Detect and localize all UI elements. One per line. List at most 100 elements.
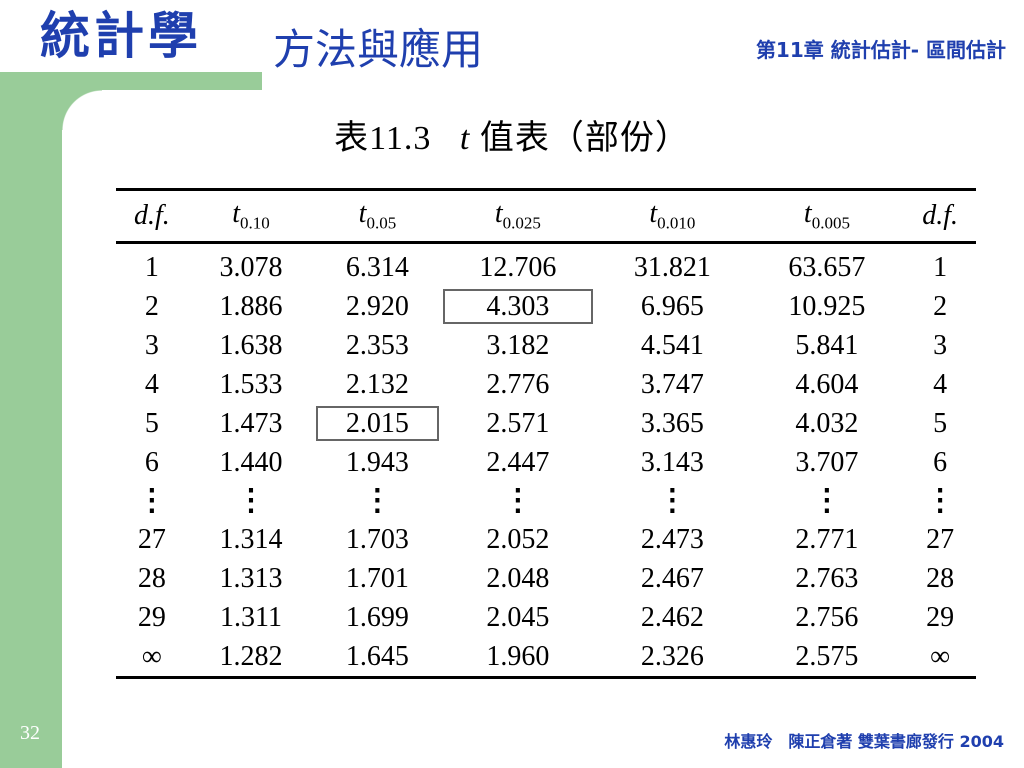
table-cell: 6.314 bbox=[345, 251, 409, 283]
column-header: t0.025 bbox=[494, 198, 541, 233]
table-cell: ⋮ bbox=[362, 484, 393, 517]
table-cell: 2.763 bbox=[795, 562, 859, 594]
table-cell: 1.886 bbox=[219, 290, 283, 322]
table-cell: 1 bbox=[933, 251, 948, 283]
table-cell: 6.965 bbox=[640, 290, 704, 322]
chapter-title: 第11章 統計估計- 區間估計 bbox=[755, 38, 1006, 62]
table-row: 3 1.638 2.353 3.182 4.541 5.841 3 bbox=[116, 326, 976, 365]
table-cell: 6 bbox=[933, 446, 948, 478]
table-cell: 5.841 bbox=[795, 329, 859, 361]
table-cell: 2.052 bbox=[486, 523, 550, 555]
table-cell: ⋮ bbox=[811, 484, 842, 517]
table-cell: 3 bbox=[144, 329, 159, 361]
table-cell: 27 bbox=[137, 523, 166, 555]
table-cell: 1.314 bbox=[219, 523, 283, 555]
table-header-row: d.f. t0.10 t0.05 t0.025 t0.010 t0.005 d.f. bbox=[116, 189, 976, 243]
column-header: d.f. bbox=[922, 200, 958, 231]
table-cell: 12.706 bbox=[479, 251, 557, 283]
table-cell: 1.282 bbox=[219, 640, 283, 672]
table-row: 1 3.078 6.314 12.706 31.821 63.657 1 bbox=[116, 243, 976, 288]
table-cell: 2.048 bbox=[486, 562, 550, 594]
table-cell: 3.747 bbox=[640, 368, 704, 400]
table-cell: 28 bbox=[137, 562, 166, 594]
table-row: ∞ 1.282 1.645 1.960 2.326 2.575 ∞ bbox=[116, 637, 976, 678]
table-row: 2 1.886 2.920 4.303 6.965 10.925 2 bbox=[116, 287, 976, 326]
table-cell: ⋮ bbox=[136, 484, 167, 517]
table-cell: 2.045 bbox=[486, 601, 550, 633]
green-corner-curve bbox=[62, 90, 102, 130]
column-header: d.f. bbox=[134, 200, 170, 231]
table-cell: 1.645 bbox=[345, 640, 409, 672]
table-cell: 6 bbox=[144, 446, 159, 478]
table-cell: 2.473 bbox=[640, 523, 704, 555]
table-cell: 4.303 bbox=[441, 287, 596, 326]
caption-t: t bbox=[459, 120, 471, 157]
table-cell: 1.960 bbox=[486, 640, 550, 672]
table-cell: 2.771 bbox=[795, 523, 859, 555]
book-title: 統計學 bbox=[40, 7, 202, 65]
table-cell: 1.473 bbox=[219, 407, 283, 439]
table-cell: 29 bbox=[137, 601, 166, 633]
table-cell: 1 bbox=[144, 251, 159, 283]
table-cell: 3.707 bbox=[795, 446, 859, 478]
table-cell: 4.604 bbox=[795, 368, 859, 400]
table-cell: 1.638 bbox=[219, 329, 283, 361]
table-row: 4 1.533 2.132 2.776 3.747 4.604 4 bbox=[116, 365, 976, 404]
table-cell: ⋮ bbox=[925, 484, 956, 517]
table-cell: 2.776 bbox=[486, 368, 550, 400]
table-row: 6 1.440 1.943 2.447 3.143 3.707 6 bbox=[116, 443, 976, 482]
table-row: 27 1.314 1.703 2.052 2.473 2.771 27 bbox=[116, 520, 976, 559]
table-cell: ∞ bbox=[930, 640, 951, 672]
column-header: t0.10 bbox=[232, 198, 270, 233]
table-cell: 27 bbox=[926, 523, 955, 555]
page-number: 32 bbox=[20, 722, 40, 744]
table-cell: ⋮ bbox=[657, 484, 688, 517]
table-cell: 4.541 bbox=[640, 329, 704, 361]
table-cell: 63.657 bbox=[788, 251, 866, 283]
book-subtitle: 方法與應用 bbox=[273, 25, 484, 74]
table-cell: 5 bbox=[933, 407, 948, 439]
green-header-band bbox=[0, 72, 262, 90]
table-cell: 4.032 bbox=[795, 407, 859, 439]
table-cell: 3 bbox=[933, 329, 948, 361]
table-cell: 2.920 bbox=[345, 290, 409, 322]
table-cell: 4 bbox=[933, 368, 948, 400]
table-cell: 3.143 bbox=[640, 446, 704, 478]
table-cell: 2 bbox=[144, 290, 159, 322]
table-row: ⋮ ⋮ ⋮ ⋮ ⋮ ⋮ ⋮ bbox=[116, 482, 976, 520]
caption-suffix: 值表（部份） bbox=[479, 120, 690, 157]
table-cell: 29 bbox=[926, 601, 955, 633]
table-row: 5 1.473 2.015 2.571 3.365 4.032 5 bbox=[116, 404, 976, 443]
table-cell: 5 bbox=[144, 407, 159, 439]
table-cell: 28 bbox=[926, 562, 955, 594]
table-cell: 4 bbox=[144, 368, 159, 400]
table-cell: ∞ bbox=[141, 640, 162, 672]
table-cell: 31.821 bbox=[633, 251, 711, 283]
table-cell: 2.467 bbox=[640, 562, 704, 594]
table-cell: 2.571 bbox=[486, 407, 550, 439]
table-cell: 2.756 bbox=[795, 601, 859, 633]
table-cell: 1.943 bbox=[345, 446, 409, 478]
table-row: 29 1.311 1.699 2.045 2.462 2.756 29 bbox=[116, 598, 976, 637]
footer-credit: 林惠玲 陳正倉著 雙葉書廊發行 2004 bbox=[724, 732, 1004, 751]
table-cell: 3.078 bbox=[219, 251, 283, 283]
column-header: t0.005 bbox=[803, 198, 850, 233]
table-cell: 3.365 bbox=[640, 407, 704, 439]
table-cell: ⋮ bbox=[502, 484, 533, 517]
table-cell: 1.313 bbox=[219, 562, 283, 594]
column-header: t0.010 bbox=[649, 198, 696, 233]
table-cell: 2.575 bbox=[795, 640, 859, 672]
table-cell: 2.353 bbox=[345, 329, 409, 361]
table-cell: 2.447 bbox=[486, 446, 550, 478]
green-side-bar bbox=[0, 72, 62, 768]
table-cell: 1.533 bbox=[219, 368, 283, 400]
table-cell: 10.925 bbox=[788, 290, 866, 322]
table-cell: ⋮ bbox=[236, 484, 266, 517]
caption-prefix: 表11.3 bbox=[334, 120, 432, 157]
table-cell: 1.311 bbox=[220, 601, 282, 633]
table-cell: 2.326 bbox=[640, 640, 704, 672]
table-row: 28 1.313 1.701 2.048 2.467 2.763 28 bbox=[116, 559, 976, 598]
table-cell: 2 bbox=[933, 290, 948, 322]
table-cell: 2.132 bbox=[345, 368, 409, 400]
table-cell: 1.440 bbox=[219, 446, 283, 478]
